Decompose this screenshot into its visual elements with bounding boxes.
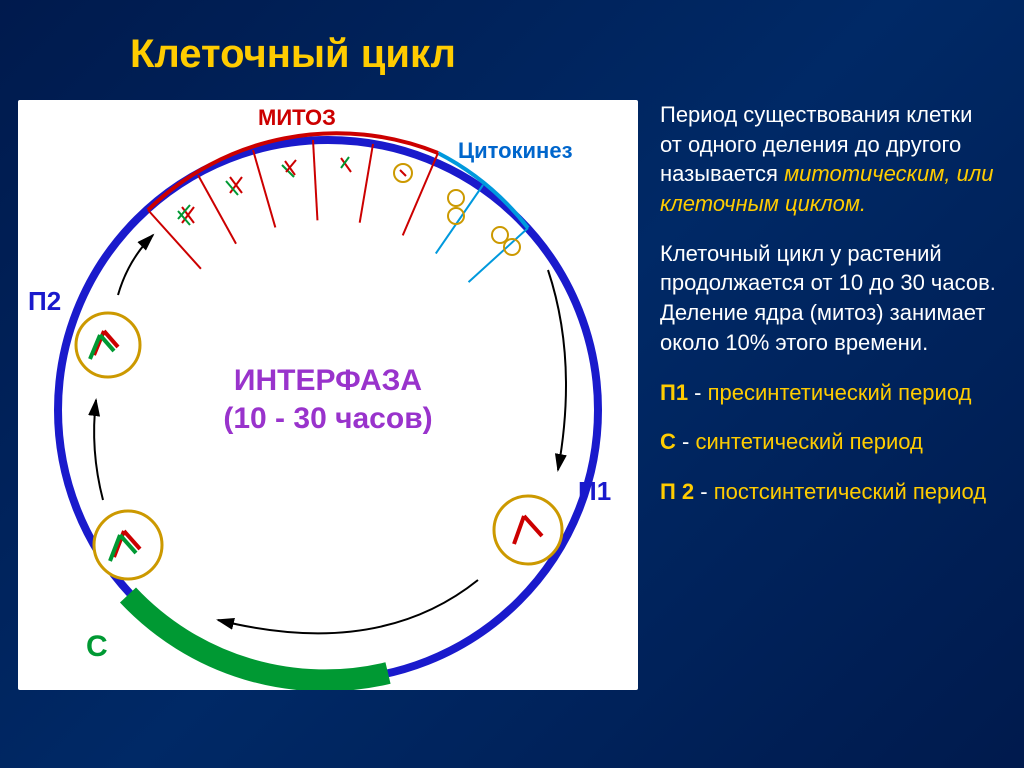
arrow-cyt-to-p1 xyxy=(548,270,566,470)
description-panel: Период существования клетки от одного де… xyxy=(660,100,1000,527)
label-cytokinesis: Цитокинез xyxy=(458,138,573,163)
diagram-svg: ИНТЕРФАЗА (10 - 30 часов) МИТОЗ Цитокине… xyxy=(18,100,638,690)
page-title: Клеточный цикл xyxy=(130,32,456,77)
legend-p2: П 2 - постсинтетический период xyxy=(660,477,1000,507)
center-label-2: (10 - 30 часов) xyxy=(223,402,432,435)
label-mitoz: МИТОЗ xyxy=(258,105,336,130)
legend-p2-desc: постсинтетический период xyxy=(714,479,986,504)
title-text: Клеточный цикл xyxy=(130,32,456,76)
p2-cell xyxy=(76,313,140,377)
legend-s-label: С xyxy=(660,429,676,454)
para-1: Период существования клетки от одного де… xyxy=(660,100,1000,219)
arrow-p2-to-m xyxy=(118,235,153,295)
s-cell xyxy=(94,511,162,579)
para-2: Клеточный цикл у растений продолжается о… xyxy=(660,239,1000,358)
label-p1: П1 xyxy=(578,476,611,506)
label-s: С xyxy=(86,630,108,663)
legend-p2-dash: - xyxy=(694,479,714,504)
legend-s-desc: синтетический период xyxy=(695,429,922,454)
label-p2: П2 xyxy=(28,286,61,316)
legend-p1: П1 - пресинтетический период xyxy=(660,378,1000,408)
center-label-1: ИНТЕРФАЗА xyxy=(234,364,422,397)
legend-p1-label: П1 xyxy=(660,380,688,405)
p1-cell xyxy=(494,496,562,564)
legend-p1-dash: - xyxy=(688,380,708,405)
legend-p2-label: П 2 xyxy=(660,479,694,504)
arrow-s-to-p2 xyxy=(94,400,103,500)
cell-cycle-diagram: ИНТЕРФАЗА (10 - 30 часов) МИТОЗ Цитокине… xyxy=(18,100,638,690)
legend-s-dash: - xyxy=(676,429,696,454)
legend-s: С - синтетический период xyxy=(660,427,1000,457)
s-phase-arc xyxy=(128,595,388,680)
legend-p1-desc: пресинтетический период xyxy=(708,380,972,405)
